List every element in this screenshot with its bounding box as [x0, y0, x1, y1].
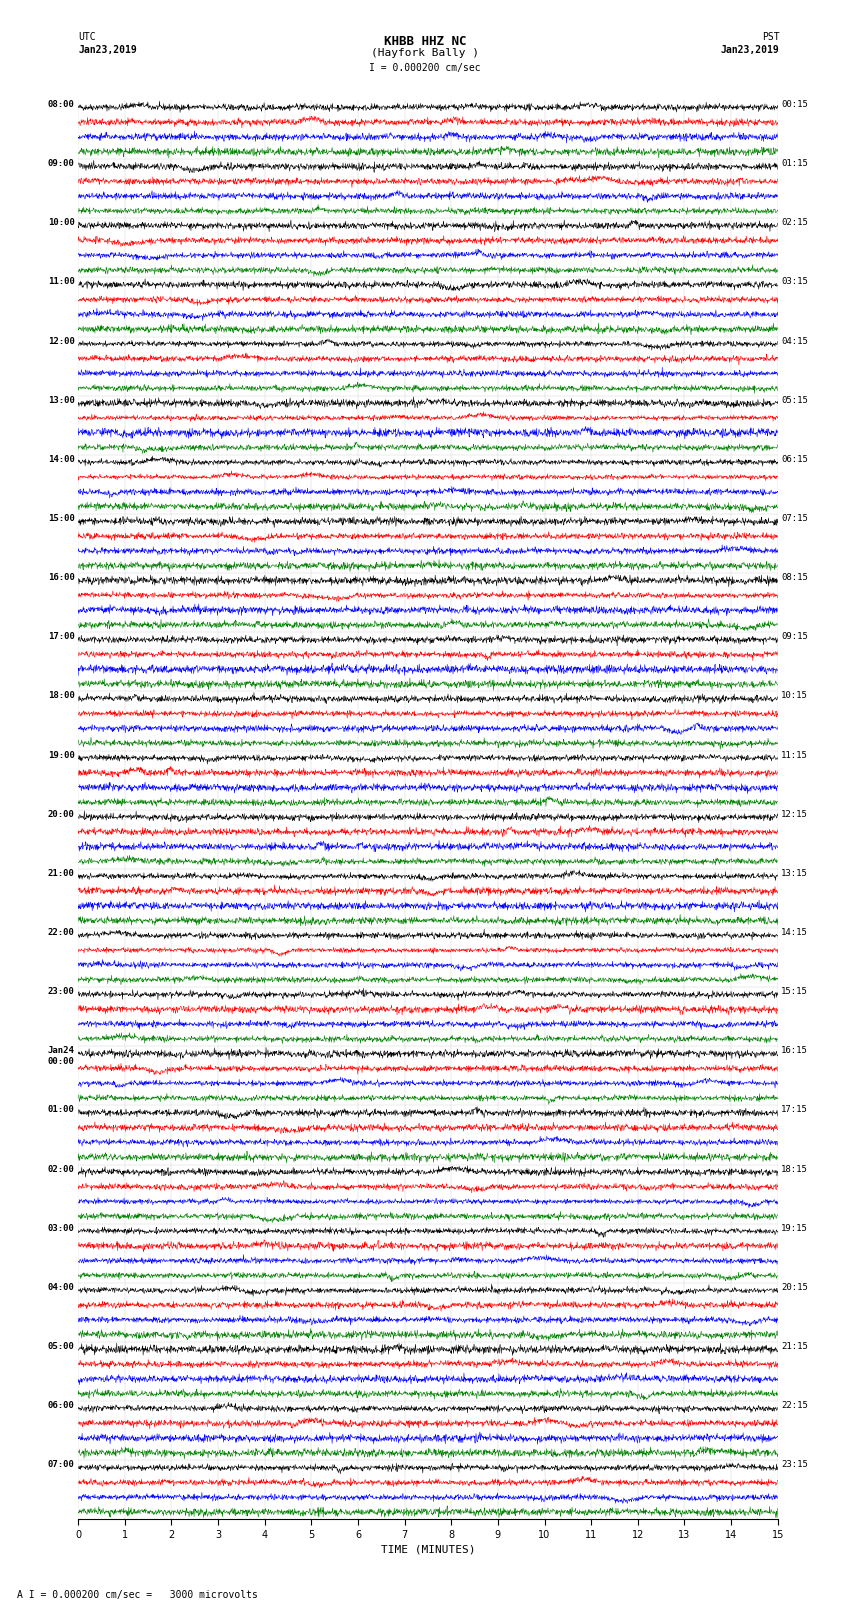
Text: 18:15: 18:15 — [781, 1165, 808, 1174]
Text: 17:00: 17:00 — [48, 632, 75, 642]
Text: 10:15: 10:15 — [781, 692, 808, 700]
Text: KHBB HHZ NC: KHBB HHZ NC — [383, 35, 467, 48]
Text: 21:00: 21:00 — [48, 869, 75, 877]
Text: 11:15: 11:15 — [781, 750, 808, 760]
Text: 19:15: 19:15 — [781, 1224, 808, 1232]
Text: 23:15: 23:15 — [781, 1460, 808, 1469]
Text: A I = 0.000200 cm/sec =   3000 microvolts: A I = 0.000200 cm/sec = 3000 microvolts — [17, 1590, 258, 1600]
Text: 18:00: 18:00 — [48, 692, 75, 700]
Text: 06:15: 06:15 — [781, 455, 808, 465]
Text: 11:00: 11:00 — [48, 277, 75, 287]
Text: 03:00: 03:00 — [48, 1224, 75, 1232]
Text: 23:00: 23:00 — [48, 987, 75, 997]
Text: 14:15: 14:15 — [781, 927, 808, 937]
Text: 03:15: 03:15 — [781, 277, 808, 287]
Text: 06:00: 06:00 — [48, 1402, 75, 1410]
Text: 07:15: 07:15 — [781, 515, 808, 523]
Text: 19:00: 19:00 — [48, 750, 75, 760]
Text: Jan23,2019: Jan23,2019 — [78, 45, 137, 55]
Text: 10:00: 10:00 — [48, 218, 75, 227]
Text: 20:00: 20:00 — [48, 810, 75, 819]
Text: 22:15: 22:15 — [781, 1402, 808, 1410]
Text: 05:00: 05:00 — [48, 1342, 75, 1352]
Text: 04:00: 04:00 — [48, 1282, 75, 1292]
Text: 04:15: 04:15 — [781, 337, 808, 345]
Text: 12:00: 12:00 — [48, 337, 75, 345]
Text: 13:00: 13:00 — [48, 395, 75, 405]
Text: 07:00: 07:00 — [48, 1460, 75, 1469]
Text: 02:00: 02:00 — [48, 1165, 75, 1174]
Text: 16:15: 16:15 — [781, 1047, 808, 1055]
Text: 12:15: 12:15 — [781, 810, 808, 819]
Text: 01:00: 01:00 — [48, 1105, 75, 1115]
Text: 21:15: 21:15 — [781, 1342, 808, 1352]
Text: 14:00: 14:00 — [48, 455, 75, 465]
Text: 05:15: 05:15 — [781, 395, 808, 405]
Text: 08:15: 08:15 — [781, 573, 808, 582]
Text: 15:15: 15:15 — [781, 987, 808, 997]
X-axis label: TIME (MINUTES): TIME (MINUTES) — [381, 1544, 475, 1553]
Text: UTC: UTC — [78, 32, 96, 42]
Text: 02:15: 02:15 — [781, 218, 808, 227]
Text: Jan24
00:00: Jan24 00:00 — [48, 1047, 75, 1066]
Text: I = 0.000200 cm/sec: I = 0.000200 cm/sec — [369, 63, 481, 73]
Text: 00:15: 00:15 — [781, 100, 808, 110]
Text: 08:00: 08:00 — [48, 100, 75, 110]
Text: 15:00: 15:00 — [48, 515, 75, 523]
Text: 13:15: 13:15 — [781, 869, 808, 877]
Text: (Hayfork Bally ): (Hayfork Bally ) — [371, 48, 479, 58]
Text: 09:00: 09:00 — [48, 160, 75, 168]
Text: 20:15: 20:15 — [781, 1282, 808, 1292]
Text: 17:15: 17:15 — [781, 1105, 808, 1115]
Text: 16:00: 16:00 — [48, 573, 75, 582]
Text: 22:00: 22:00 — [48, 927, 75, 937]
Text: 01:15: 01:15 — [781, 160, 808, 168]
Text: 09:15: 09:15 — [781, 632, 808, 642]
Text: Jan23,2019: Jan23,2019 — [721, 45, 779, 55]
Text: PST: PST — [762, 32, 779, 42]
